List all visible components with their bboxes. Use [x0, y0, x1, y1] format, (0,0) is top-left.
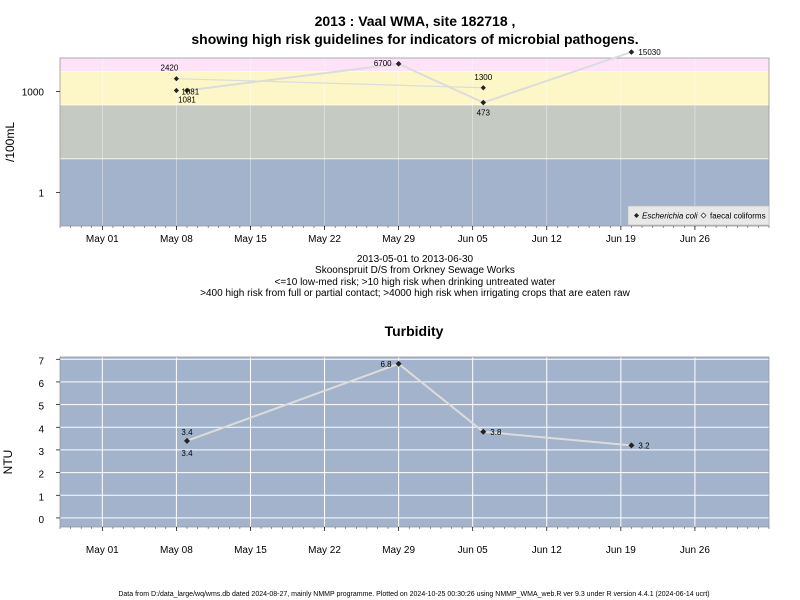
ecoli-line	[186, 51, 632, 104]
turbidity-point	[628, 442, 635, 449]
faecal-coliform-point	[173, 87, 180, 94]
chart2-ytick-label: 3	[38, 447, 44, 458]
chart1-points: 1081 6700 473 15030 2420 1081 1300	[161, 48, 662, 117]
chart1-y-axis: 1 1000	[22, 88, 60, 199]
turbidity-chart: 0 1 2 3 4 5 6 7 May 01 May 08 May 15 May 22 May 29 J…	[1, 356, 770, 556]
chart1-ytick-label: 1000	[22, 88, 45, 99]
chart1-xtick-label: May 08	[160, 234, 193, 245]
chart1-grid	[102, 58, 696, 226]
chart2-ytick-label: 7	[38, 356, 44, 367]
chart2-xtick-label: Jun 19	[606, 545, 636, 556]
legend-ecoli-label: Escherichia coli	[642, 212, 698, 221]
ecoli-point	[480, 99, 487, 106]
faecal-coliform-point	[480, 85, 486, 91]
turbidity-line	[186, 362, 632, 447]
faecal-coliform-line	[176, 78, 484, 89]
ecoli-point	[628, 49, 635, 55]
risk-band-2	[60, 71, 769, 105]
chart1-title-line1: 2013 : Vaal WMA, site 182718 ,	[315, 13, 516, 29]
chart2-grid	[60, 357, 769, 527]
chart1-xtick-label: May 29	[382, 234, 415, 245]
chart2-xtick-label: Jun 05	[458, 545, 488, 556]
legend-box	[627, 205, 770, 226]
turbidity-point	[183, 437, 190, 444]
chart2-xtick-label: Jun 26	[680, 545, 710, 556]
ecoli-point	[395, 61, 402, 67]
chart2-xtick-label: May 01	[86, 545, 119, 556]
chart1-series-lines	[176, 51, 632, 104]
subtitle-date-range: 2013-05-01 to 2013-06-30	[357, 254, 474, 265]
chart2-plot-frame	[59, 356, 770, 528]
chart2-ytick-label: 6	[38, 379, 44, 390]
chart2-ytick-label: 0	[38, 515, 44, 526]
chart1-xtick-label: May 01	[86, 234, 119, 245]
chart1-xtick-label: Jun 12	[532, 234, 562, 245]
subtitle-site: Skoonspruit D/S from Orkney Sewage Works	[315, 265, 515, 276]
footer-note: Data from D:/data_large/wq/wms.db dated …	[118, 591, 709, 598]
chart2-ytick-label: 2	[38, 470, 44, 481]
chart2-ytick-label: 1	[38, 492, 44, 503]
ecoli-value-label: 1081	[178, 95, 196, 104]
legend-fc-marker	[700, 212, 707, 219]
legend-fc-label: faecal coliforms	[710, 212, 766, 221]
risk-band-3	[60, 58, 769, 72]
turbidity-value-label: 3.4	[181, 449, 193, 458]
chart1-xtick-label: Jun 05	[458, 234, 488, 245]
turbidity-value-label: 6.8	[381, 360, 393, 369]
chart1-plot-frame	[59, 57, 770, 227]
chart2-points: 3.4 3.4 6.8 3.8 3.2	[181, 360, 650, 458]
chart2-xtick-label: May 08	[160, 545, 193, 556]
chart1-xtick-label: May 15	[234, 234, 267, 245]
chart2-y-label: NTU	[1, 450, 15, 475]
chart1-xtick-label: May 22	[308, 234, 341, 245]
faecal-coliform-value-label: 2420	[161, 64, 179, 73]
chart2-background	[60, 357, 769, 527]
chart2-xtick-label: May 29	[382, 545, 415, 556]
chart2-xtick-label: May 22	[308, 545, 341, 556]
faecal-coliform-value-label: 1300	[474, 73, 492, 82]
risk-bands	[60, 58, 769, 226]
turbidity-point	[480, 428, 487, 435]
chart1-xtick-label: Jun 19	[606, 234, 636, 245]
legend: Escherichia coli faecal coliforms	[627, 205, 770, 226]
turbidity-value-label: 3.8	[490, 428, 502, 437]
chart1-ytick-label: 1	[38, 188, 44, 199]
chart1-x-axis: May 01 May 08 May 15 May 22 May 29 Jun 05 Jun …	[59, 226, 770, 245]
chart2-x-axis: May 01 May 08 May 15 May 22 May 29 Jun 05 Jun …	[59, 527, 770, 556]
microbial-chart: 1 1000 May 01 May 08 May 15 May 22 May 29 Jun …	[3, 48, 770, 245]
chart2-xtick-label: May 15	[234, 545, 267, 556]
chart1-y-label: /100mL	[3, 122, 17, 162]
turbidity-point	[395, 360, 402, 367]
turbidity-value-label: 3.4	[181, 428, 193, 437]
chart2-ytick-label: 4	[38, 424, 44, 435]
faecal-coliform-point	[173, 76, 180, 82]
turbidity-value-label: 3.2	[638, 441, 650, 450]
ecoli-value-label: 6700	[374, 59, 392, 68]
chart1-title-line2: showing high risk guidelines for indicat…	[191, 31, 638, 47]
chart2-y-axis: 0 1 2 3 4 5 6 7	[38, 356, 60, 526]
chart2-series-line	[186, 362, 632, 447]
chart2-title: Turbidity	[385, 323, 444, 339]
chart2-ytick-label: 5	[38, 402, 44, 413]
chart2-xtick-label: Jun 12	[532, 545, 562, 556]
risk-band-1	[60, 104, 769, 159]
ecoli-value-label: 473	[477, 109, 491, 118]
faecal-coliform-value-label: 1081	[181, 87, 199, 96]
ecoli-point	[184, 87, 190, 94]
subtitle-risk-contact: >400 high risk from full or partial cont…	[200, 288, 630, 299]
legend-ecoli-marker	[634, 213, 639, 218]
chart1-xtick-label: Jun 26	[680, 234, 710, 245]
ecoli-value-label: 15030	[638, 48, 661, 57]
subtitle-risk-drinking: <=10 low-med risk; >10 high risk when dr…	[275, 277, 557, 288]
